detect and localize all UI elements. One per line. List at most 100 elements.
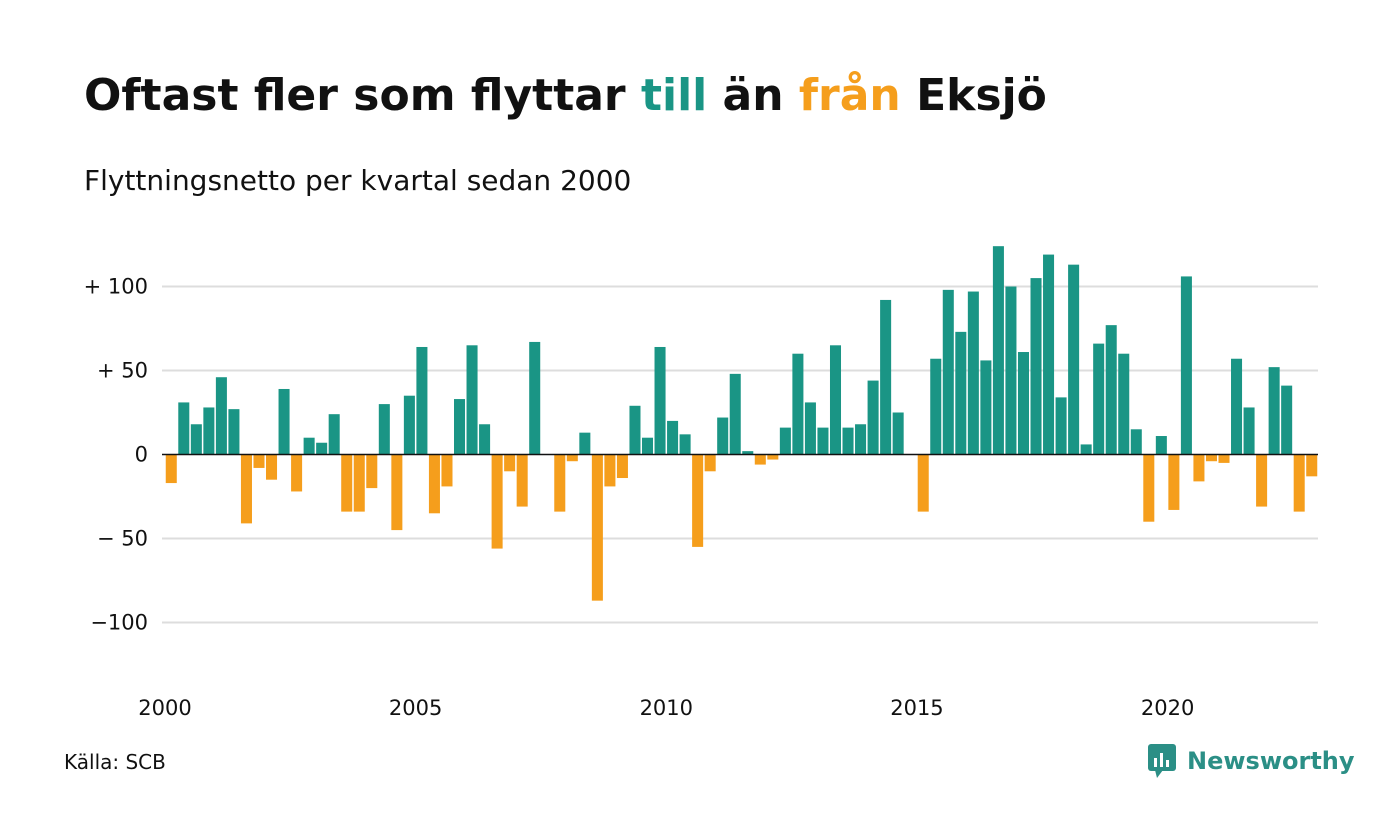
bar-positive [867,380,879,455]
grid-lines [162,285,1318,624]
bar-positive [1155,436,1167,455]
x-tick-label: 2020 [1141,696,1194,720]
bar-negative [754,454,766,465]
bar-positive [641,437,654,455]
bar-positive [1231,358,1243,455]
bar-positive [228,409,240,455]
bar-positive [880,299,892,455]
title-part-1: Oftast fler som flyttar [84,70,641,121]
y-tick-label: + 100 [84,275,148,299]
bar-negative [428,454,440,514]
bar-positive [654,346,666,455]
bar-positive [980,360,992,455]
bar-negative [1143,454,1155,522]
bar-negative [165,454,177,484]
y-tick-label: + 50 [97,359,148,383]
y-tick-label: 0 [135,443,148,467]
bar-positive [817,427,829,455]
bar-negative [1256,454,1268,507]
bar-positive [316,442,328,455]
bars [165,246,1318,601]
bar-positive [1055,397,1067,455]
title-part-5: Eksjö [900,70,1047,121]
bar-positive [629,405,641,455]
bar-negative [591,454,603,601]
bar-positive [679,434,691,455]
y-tick-label: −100 [90,611,148,635]
x-tick-label: 2010 [640,696,693,720]
bar-negative [253,454,265,468]
bar-positive [579,432,591,455]
bar-positive [1017,352,1029,455]
bar-positive [529,341,541,455]
bar-negative [516,454,528,507]
bar-negative [616,454,628,479]
bar-positive [466,345,478,455]
x-tick-label: 2000 [138,696,191,720]
bar-negative [917,454,929,512]
bar-positive [1105,325,1117,455]
title-highlight-fran: från [798,70,901,121]
bar-negative [291,454,303,492]
bar-negative [366,454,378,489]
bar-positive [992,246,1004,455]
bar-negative [353,454,365,512]
bar-negative [1193,454,1205,482]
bar-negative [1205,454,1217,462]
newsworthy-logo: Newsworthy [1147,743,1355,779]
bar-positive [416,346,428,455]
bar-positive [1243,407,1255,455]
bar-negative [391,454,403,531]
bar-negative [441,454,453,487]
bar-positive [1180,276,1192,455]
bar-positive [178,402,190,455]
bar-positive [892,412,904,455]
bar-positive [1281,385,1293,455]
bar-positive [779,427,791,455]
bar-negative [504,454,516,472]
bar-positive [1118,353,1130,455]
bar-positive [792,353,804,455]
bar-positive [1130,429,1142,455]
x-tick-label: 2015 [890,696,943,720]
bar-positive [842,427,854,455]
x-axis-labels: 2000 2005 2010 2015 2020 [138,696,1194,720]
bar-positive [667,420,679,455]
source-label: Källa: SCB [64,750,166,774]
chart-title: Oftast fler som flyttar till än från Eks… [84,70,1047,121]
bar-negative [566,454,578,462]
bar-positive [303,437,315,455]
bar-positive [203,407,215,455]
bar-negative [692,454,704,547]
bar-positive [967,291,979,455]
bar-positive [829,345,842,455]
bar-positive [742,451,754,455]
bar-negative [266,454,278,480]
x-tick-label: 2005 [389,696,442,720]
bar-negative [1168,454,1180,510]
bar-negative [1306,454,1318,477]
bar-positive [454,399,466,455]
bar-positive [190,424,202,455]
bar-negative [240,454,252,524]
bar-positive [1268,367,1280,455]
bar-positive [1030,278,1042,455]
bar-positive [717,417,729,455]
logo-text: Newsworthy [1187,747,1355,775]
bar-positive [1043,254,1055,455]
newsworthy-chart-bubble-icon [1148,744,1176,778]
bar-negative [491,454,503,549]
bar-positive [215,377,227,455]
bar-negative [341,454,353,512]
bar-positive [403,395,415,455]
bar-negative [554,454,566,512]
bar-negative [1218,454,1230,463]
bar-positive [804,402,816,455]
bar-positive [855,424,867,455]
y-tick-label: − 50 [97,527,148,551]
chart-subtitle: Flyttningsnetto per kvartal sedan 2000 [84,164,632,197]
bar-negative [604,454,616,487]
bar-positive [328,414,340,455]
title-highlight-till: till [640,70,708,121]
bar-positive [278,388,290,455]
